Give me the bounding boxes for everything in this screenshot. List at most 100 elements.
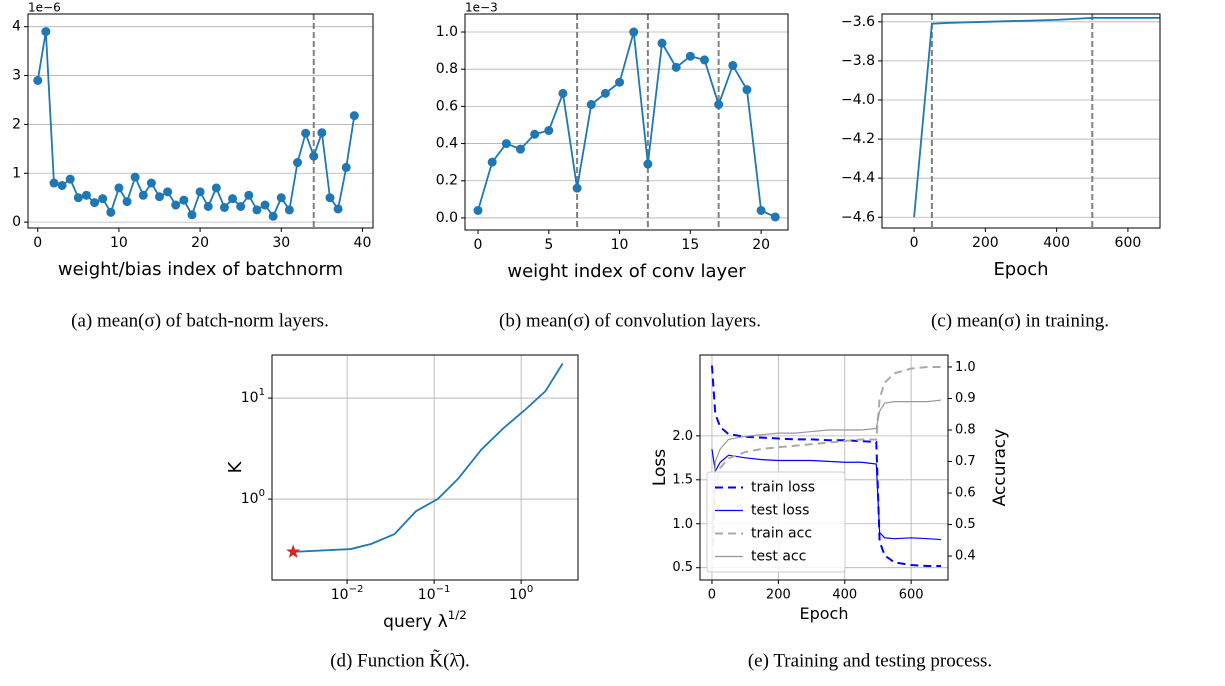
tick-label: 0.0 <box>436 210 458 226</box>
data-point <box>487 157 497 167</box>
data-point <box>252 205 262 215</box>
legend-box <box>706 471 846 573</box>
tick-label: 1.0 <box>436 24 458 40</box>
tick-label-base: −4.0 <box>841 92 875 108</box>
data-point <box>203 202 213 212</box>
data-point <box>244 190 254 200</box>
data-point <box>49 178 59 188</box>
tick-label: −4.2 <box>841 131 875 147</box>
x-axis-label-text: weight/bias index of batchnorm <box>58 259 343 280</box>
tick-label: 10−1 <box>418 584 451 603</box>
tick-label: 200 <box>766 588 791 603</box>
series-line <box>711 448 942 541</box>
tick-label-base: −4.2 <box>841 131 875 147</box>
tick-label: −3.8 <box>841 53 875 69</box>
tick-label: −4.4 <box>841 170 875 186</box>
data-point <box>81 190 91 200</box>
data-point <box>98 194 108 204</box>
data-point <box>138 190 148 200</box>
data-point <box>600 88 610 98</box>
data-point <box>770 212 780 222</box>
tick-label: 30 <box>272 235 290 251</box>
data-point <box>728 60 738 70</box>
tick-label: 2.0 <box>672 428 693 443</box>
data-point <box>671 62 681 72</box>
tick-label: 15 <box>681 237 699 253</box>
data-point <box>657 38 667 48</box>
x-axis-label: Epoch <box>993 259 1048 280</box>
x-axis-label: Epoch <box>800 604 849 623</box>
tick-label: 100 <box>509 584 533 603</box>
data-point <box>219 202 229 212</box>
data-point <box>155 192 165 202</box>
tick-label: 0.2 <box>436 173 458 189</box>
data-point <box>699 55 709 65</box>
data-point <box>179 195 189 205</box>
tick-label-exponent: 0 <box>527 584 533 595</box>
tick-label: 0 <box>708 588 716 603</box>
series-line <box>711 399 942 541</box>
tick-label: 2 <box>12 116 21 132</box>
x-axis-label: weight/bias index of batchnorm <box>58 259 343 280</box>
tick-label: 1.0 <box>955 359 976 374</box>
tick-label-base: 2.0 <box>672 428 693 443</box>
data-point <box>114 183 124 193</box>
data-point <box>317 128 327 138</box>
tick-label: 10 <box>110 235 128 251</box>
data-point <box>130 172 140 182</box>
data-point <box>515 144 525 154</box>
x-axis-label-text: Epoch <box>993 259 1048 280</box>
data-point <box>122 197 132 207</box>
tick-label: 0.9 <box>955 391 976 406</box>
data-point <box>558 88 568 98</box>
data-point <box>501 139 511 149</box>
tick-label: 0.7 <box>955 454 976 469</box>
legend-label: train acc <box>751 526 812 542</box>
data-point <box>187 210 197 220</box>
caption: (b) mean(σ) of convolution layers. <box>499 310 761 331</box>
data-point <box>106 207 116 217</box>
tick-label-base: −3.6 <box>841 14 875 30</box>
data-point <box>629 27 639 37</box>
data-point <box>325 193 335 203</box>
tick-label: 0 <box>474 237 483 253</box>
data-point <box>333 204 343 214</box>
plot-frame <box>271 354 579 581</box>
series-line <box>477 31 776 218</box>
data-point <box>756 205 766 215</box>
data-point <box>742 85 752 95</box>
tick-label-base: 1.0 <box>955 359 976 374</box>
caption: (d) Function K̃(λ̄). <box>330 649 470 672</box>
tick-label: 400 <box>832 588 857 603</box>
x-axis-label: query λ1/2 <box>383 608 467 633</box>
tick-label: 0.8 <box>955 423 976 438</box>
x-axis-label-text: Epoch <box>800 604 849 623</box>
tick-label: 0.6 <box>955 486 976 501</box>
tick-label: −4.0 <box>841 92 875 108</box>
tick-label: 0 <box>33 235 42 251</box>
x-axis-label-text: query λ <box>383 612 448 632</box>
data-point <box>211 183 221 193</box>
data-point <box>276 193 286 203</box>
legend-label: test loss <box>751 503 809 519</box>
series-line <box>913 17 1160 218</box>
data-point <box>171 200 181 210</box>
offset-label: 1e−6 <box>28 1 61 15</box>
tick-label: 0 <box>12 214 21 230</box>
legend-label: train loss <box>751 480 815 496</box>
tick-label-exponent: −2 <box>349 584 364 595</box>
data-point <box>65 174 75 184</box>
tick-label-exponent: 1 <box>259 387 265 398</box>
data-point <box>530 129 540 139</box>
data-point <box>284 205 294 215</box>
tick-label: 20 <box>191 235 209 251</box>
tick-label: 0.4 <box>955 549 976 564</box>
tick-label: 0.5 <box>672 560 693 575</box>
data-point <box>685 51 695 61</box>
data-point <box>293 158 303 168</box>
data-point <box>41 27 51 37</box>
data-point <box>615 77 625 87</box>
tick-label: 0.6 <box>436 98 458 114</box>
tick-label: 600 <box>1115 235 1142 251</box>
data-point <box>228 194 238 204</box>
